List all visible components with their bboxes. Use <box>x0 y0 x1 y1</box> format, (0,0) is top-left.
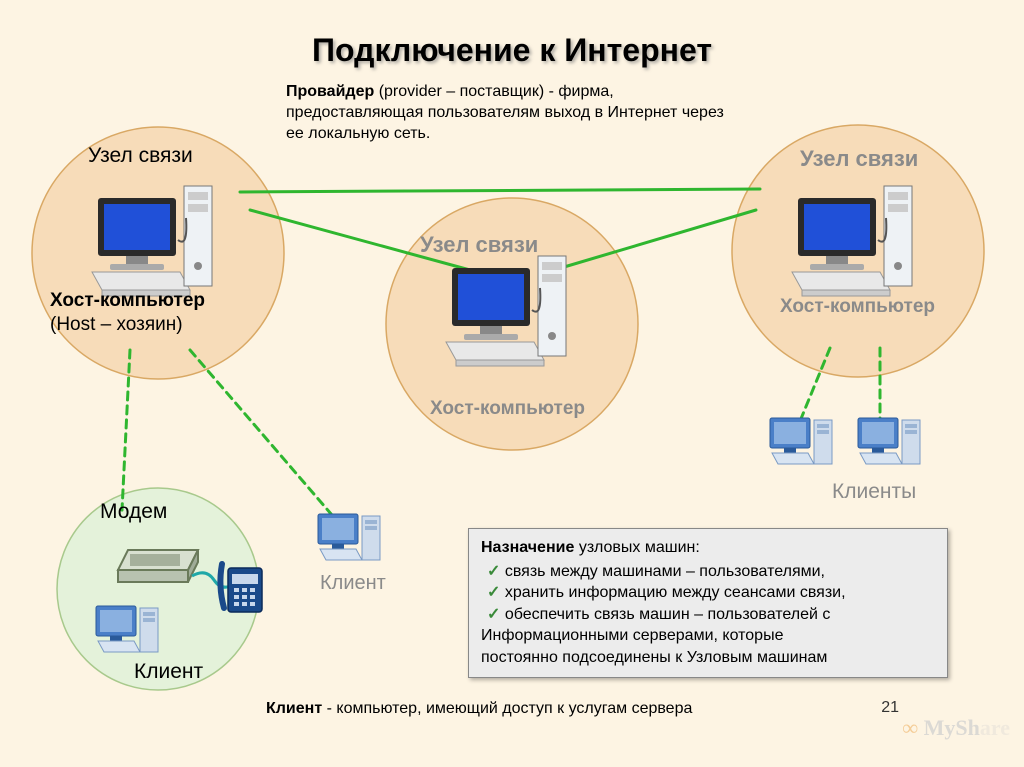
info-title-strong: Назначение <box>481 539 574 556</box>
provider-paren: (provider – поставщик) <box>379 83 544 100</box>
purpose-info-box: Назначение узловых машин: связь между ма… <box>468 528 948 678</box>
client-definition: Клиент - компьютер, имеющий доступ к усл… <box>266 700 692 718</box>
info-tail-2: постоянно подсоединены к Узловым машинам <box>481 647 935 669</box>
provider-term: Провайдер <box>286 83 374 100</box>
page-title: Подключение к Интернет <box>0 32 1024 69</box>
client-rest: - компьютер, имеющий доступ к услугам се… <box>327 700 693 717</box>
info-title-rest: узловых машин: <box>579 539 700 556</box>
client-bl-label: Клиент <box>134 660 203 684</box>
info-list: связь между машинами – пользователями, х… <box>481 561 935 626</box>
client-center-label: Клиент <box>320 572 386 595</box>
provider-definition: Провайдер (provider – поставщик) - фирма… <box>286 82 746 144</box>
modem-label: Модем <box>100 500 167 524</box>
info-item-1: связь между машинами – пользователями, <box>487 561 935 583</box>
node-center-host: Хост-компьютер <box>430 398 585 420</box>
node-left-title: Узел связи <box>88 144 193 168</box>
watermark: ∞ MyShare <box>902 715 1010 741</box>
node-center-title: Узел связи <box>420 232 538 258</box>
node-left-host-line2: (Host – хозяин) <box>50 314 183 336</box>
info-tail-1: Информационными серверами, которые <box>481 625 935 647</box>
node-right-title: Узел связи <box>800 146 918 172</box>
info-item-3: обеспечить связь машин – пользователей с <box>487 604 935 626</box>
client-term: Клиент <box>266 700 322 717</box>
clients-right-label: Клиенты <box>832 480 916 504</box>
info-item-2: хранить информацию между сеансами связи, <box>487 582 935 604</box>
node-right-host: Хост-компьютер <box>780 296 935 318</box>
node-left-host-line1: Хост-компьютер <box>50 290 205 312</box>
page-number: 21 <box>881 699 899 717</box>
